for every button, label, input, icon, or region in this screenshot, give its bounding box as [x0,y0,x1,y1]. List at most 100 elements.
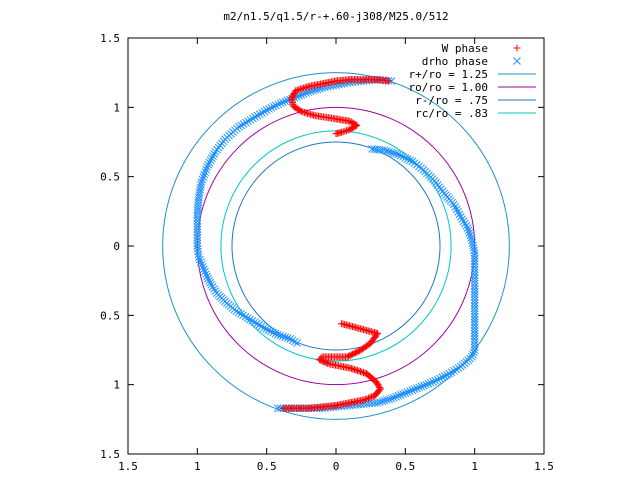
data-point [206,278,215,287]
data-point [470,329,479,338]
data-point [204,274,212,283]
y-tick-label: 1.5 [100,448,120,461]
data-point [470,251,479,260]
data-point [378,146,386,154]
data-point [251,113,259,121]
data-point [470,257,479,266]
data-point [450,366,458,375]
data-point [264,326,273,334]
data-point [443,371,451,379]
legend-entry: ro/ro = 1.00 [409,81,536,94]
data-point [200,170,209,179]
data-point [194,253,203,261]
data-point [470,279,479,288]
data-point [470,271,479,279]
data-point [193,214,202,223]
data-point [295,86,303,94]
data-point [392,392,400,401]
data-point [253,319,261,328]
data-point [201,168,210,176]
data-point [193,231,202,239]
data-point [470,260,479,268]
data-point [299,90,308,98]
y-tick-label: 1 [113,379,120,392]
data-point [363,395,371,403]
data-point [378,397,387,406]
x-tick-label: 0 [333,460,340,473]
data-point [429,378,437,386]
data-point [470,346,479,354]
data-point [202,165,210,174]
data-point [300,84,308,92]
data-point [368,393,376,401]
legend-entry: r+/ro = 1.25 [409,68,536,81]
data-point [440,372,449,380]
data-point [298,85,306,93]
data-point [257,322,266,331]
data-point [237,121,246,130]
data-point [385,395,394,404]
data-point [199,173,208,181]
data-point [445,369,454,378]
data-point [470,274,479,282]
data-point [313,85,322,94]
data-point [463,224,472,232]
data-point [193,222,202,231]
chart-title: m2/n1.5/q1.5/r-+.60-j308/M25.0/512 [223,10,449,23]
data-point [255,321,264,329]
data-point [470,332,479,340]
data-point [470,310,479,318]
data-point [403,388,412,396]
circle-ro-ro-1-00 [196,106,476,386]
x-tick-label: 1 [471,460,478,473]
data-point [274,100,283,109]
data-point [339,128,347,136]
data-point [431,376,440,385]
data-point [464,226,473,235]
data-point [470,298,479,307]
data-point [406,156,414,165]
data-point [193,233,202,242]
data-point [195,255,204,264]
x-tick-label: 0.5 [257,460,277,473]
data-point [253,111,262,120]
data-point [239,311,247,320]
data-point [204,160,213,169]
data-point [341,127,349,135]
y-tick-label: 1 [113,101,120,114]
data-point [242,118,250,127]
data-point [196,258,205,266]
data-point [207,154,216,163]
data-point [392,149,400,158]
legend-label: rc/ro = .83 [415,107,488,120]
data-point [380,396,389,405]
data-point [193,228,202,236]
data-point [248,114,257,123]
data-point [382,147,391,155]
legend-entry: W phase [442,42,521,55]
data-point [276,331,285,340]
data-point [361,395,369,403]
legend-label: ro/ro = 1.00 [409,81,488,94]
data-point [470,249,479,257]
data-point [470,262,479,271]
data-point [459,217,468,226]
data-point [456,213,465,221]
data-point [470,276,479,285]
data-point [470,285,479,293]
data-point [470,304,479,313]
data-point [422,380,430,389]
data-point [470,315,479,324]
data-point [467,234,475,242]
data-point [466,231,475,240]
data-point [380,146,389,155]
data-point [276,99,285,108]
data-point [344,126,352,134]
data-point [450,200,458,209]
data-point [415,383,424,392]
data-point [246,115,255,124]
data-point [469,348,478,357]
series-w-phase [279,76,393,412]
data-point [350,366,358,374]
